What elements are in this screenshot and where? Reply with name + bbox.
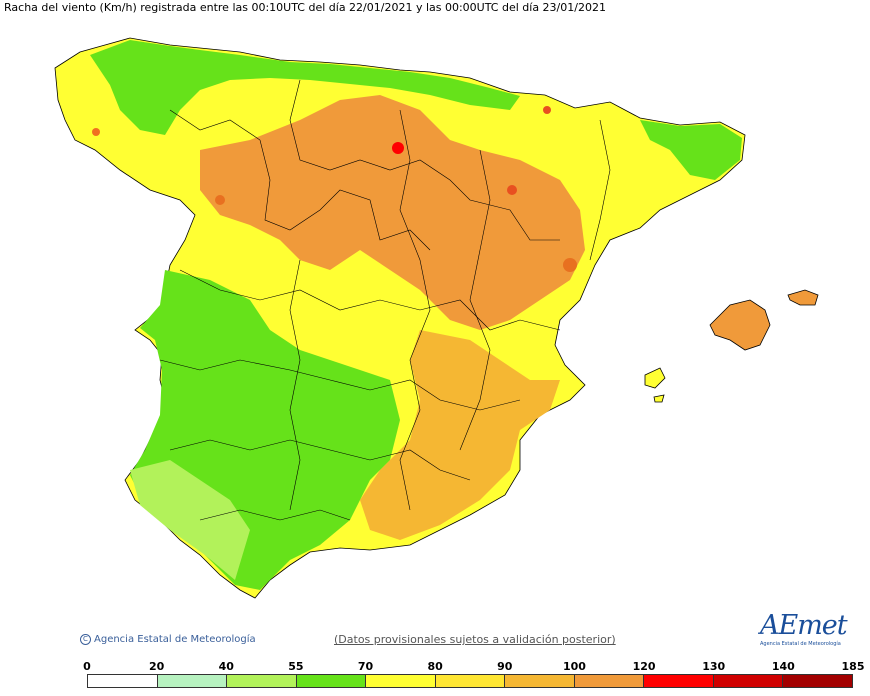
logo-subtitle: Agencia Estatal de Meteorología — [760, 641, 841, 647]
legend-swatch — [644, 675, 714, 687]
legend-label: 40 — [218, 660, 234, 673]
legend-label: 120 — [632, 660, 656, 673]
hotspot-zaragoza — [507, 185, 517, 195]
orange-zone-southeast — [360, 330, 560, 540]
legend-bar — [87, 674, 853, 688]
wind-gust-map — [54, 37, 819, 599]
map-title: Racha del viento (Km/h) registrada entre… — [4, 1, 606, 14]
legend-swatch — [435, 675, 506, 687]
legend-label: 70 — [357, 660, 374, 673]
legend-swatch — [366, 675, 436, 687]
hotspot-burgos — [392, 142, 404, 154]
island-mallorca — [709, 299, 771, 351]
island-formentera — [653, 394, 665, 403]
island-menorca — [787, 289, 819, 306]
legend-label: 20 — [148, 660, 165, 673]
legend-swatch — [505, 675, 575, 687]
copyright-text: Agencia Estatal de Meteorología — [94, 634, 256, 645]
logo-text: AEmet — [760, 610, 848, 641]
green-zone-catalonia — [640, 120, 742, 180]
legend-label: 100 — [562, 660, 586, 673]
legend-swatch — [574, 675, 645, 687]
hotspot-galicia — [92, 128, 100, 136]
hotspot-leon — [215, 195, 225, 205]
aemet-logo: AEmet Agencia Estatal de Meteorología — [760, 610, 850, 650]
lightgreen-zone-south — [130, 460, 250, 580]
legend-swatch — [88, 675, 158, 687]
legend-label: 80 — [427, 660, 443, 673]
legend-label: 55 — [288, 660, 304, 673]
legend-swatch — [713, 675, 784, 687]
green-zone-north-coast — [90, 40, 520, 135]
legend-label: 90 — [497, 660, 513, 673]
legend-swatch — [296, 675, 367, 687]
province-borders — [159, 79, 611, 521]
hotspot-teruel — [563, 258, 577, 272]
legend-label: 0 — [83, 660, 91, 673]
legend-swatch — [157, 675, 228, 687]
copyright-icon: C — [80, 634, 91, 645]
legend-label: 185 — [841, 660, 865, 673]
aemet-copyright: C Agencia Estatal de Meteorología — [80, 634, 256, 645]
legend-label: 140 — [771, 660, 795, 673]
data-disclaimer: (Datos provisionales sujetos a validació… — [334, 633, 616, 646]
hotspot-navarra — [543, 106, 551, 114]
orange-zone-north — [200, 95, 585, 330]
color-legend: 0 20 40 55 70 80 90 100 120 130 140 185 — [0, 660, 870, 696]
legend-swatch — [783, 675, 853, 687]
legend-swatch — [227, 675, 297, 687]
island-ibiza — [644, 367, 666, 389]
legend-label: 130 — [702, 660, 726, 673]
